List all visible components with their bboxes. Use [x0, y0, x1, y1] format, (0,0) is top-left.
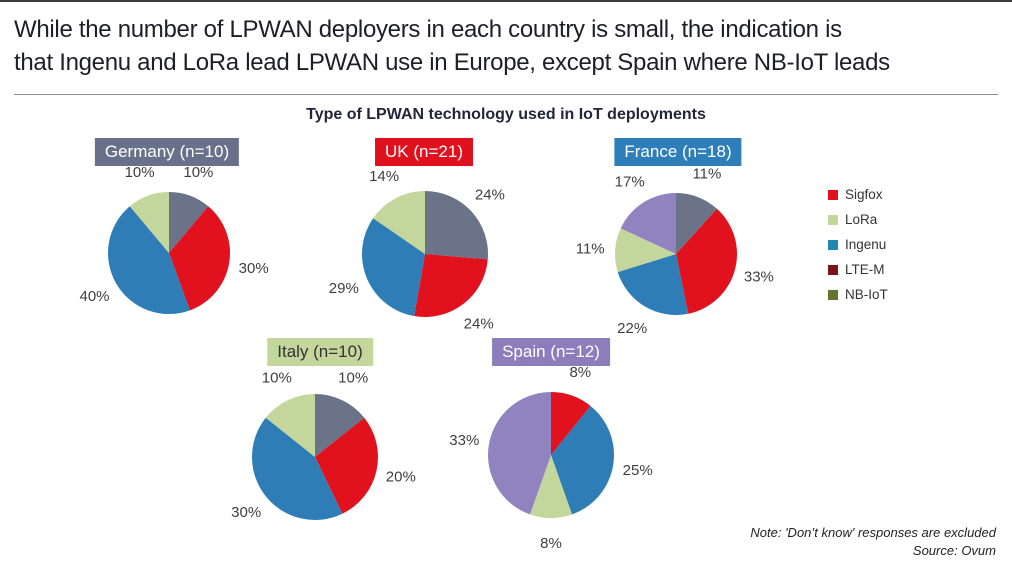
slice-spain-sigfox — [551, 392, 591, 455]
legend-swatch-icon — [828, 239, 838, 250]
slice-value-label: 17% — [615, 174, 645, 191]
pie-france: 11% 33% 22% 11% 17% — [576, 166, 774, 337]
legend-swatch-icon — [828, 264, 838, 275]
legend-item-lora: LoRa — [828, 207, 888, 232]
slice-italy-lora — [265, 394, 315, 457]
slice-value-label: 29% — [329, 280, 359, 297]
country-label-france: France (n=18) — [614, 138, 742, 166]
slice-value-label: 11% — [692, 166, 721, 183]
slice-uk-lte-m — [425, 191, 489, 260]
legend-item-lte-m: LTE-M — [828, 257, 888, 282]
slice-value-label: 30% — [239, 260, 269, 277]
slice-value-label: 10% — [183, 164, 213, 181]
slice-spain-nb-iot — [488, 392, 551, 515]
pie-spain: 8% 25% 8% 33% — [449, 364, 653, 552]
slice-spain-ingenu — [551, 405, 615, 515]
slice-value-label: 40% — [79, 288, 109, 305]
slice-spain-lora — [530, 455, 572, 518]
slice-france-lte-m — [676, 193, 717, 254]
slice-value-label: 8% — [540, 535, 562, 552]
legend-label: LTE-M — [845, 262, 885, 277]
slice-germany-ingenu — [108, 206, 190, 314]
slice-value-label: 14% — [369, 168, 399, 185]
slice-france-lora — [615, 228, 676, 273]
slice-uk-ingenu — [361, 218, 425, 317]
pie-uk: 24% 24% 29% 14% — [329, 168, 505, 333]
chart-title: Type of LPWAN technology used in IoT dep… — [306, 106, 706, 123]
title-line-2: that Ingenu and LoRa lead LPWAN use in E… — [14, 49, 890, 76]
legend: Sigfox LoRa Ingenu LTE-M NB-IoT — [828, 182, 888, 307]
slice-value-label: 20% — [386, 469, 416, 486]
slice-france-nb-iot — [620, 193, 676, 254]
slice-value-label: 33% — [744, 269, 774, 286]
slice-value-label: 11% — [576, 240, 605, 257]
legend-swatch-icon — [828, 289, 838, 300]
page-title: While the number of LPWAN deployers in e… — [14, 13, 1000, 79]
pie-italy: 10% 20% 30% 10% — [231, 370, 416, 521]
slice-germany-sigfox — [169, 206, 230, 311]
legend-label: NB-IoT — [845, 287, 888, 302]
country-label-spain: Spain (n=12) — [492, 338, 610, 366]
slice-france-ingenu — [617, 254, 689, 316]
slice-value-label: 30% — [231, 504, 261, 521]
slice-value-label: 10% — [262, 370, 292, 387]
legend-item-sigfox: Sigfox — [828, 182, 888, 207]
slice-value-label: 25% — [623, 462, 653, 479]
slice-value-label: 24% — [475, 187, 505, 204]
slice-france-sigfox — [676, 208, 738, 314]
country-label-uk: UK (n=21) — [375, 138, 473, 166]
slice-value-label: 24% — [464, 316, 494, 333]
slice-value-label: 22% — [617, 320, 647, 337]
legend-swatch-icon — [828, 189, 838, 200]
slice-germany-lte-m — [169, 192, 209, 253]
legend-item-nb-iot: NB-IoT — [828, 282, 888, 307]
title-line-1: While the number of LPWAN deployers in e… — [14, 16, 842, 43]
slice-value-label: 8% — [569, 364, 591, 381]
slice-uk-lora — [373, 191, 425, 254]
slice-value-label: 10% — [125, 164, 155, 181]
slice-uk-sigfox — [414, 254, 488, 317]
slice-italy-ingenu — [251, 417, 343, 520]
slice-value-label: 33% — [449, 432, 479, 449]
pie-germany: 10% 30% 40% 10% — [79, 164, 269, 314]
legend-item-ingenu: Ingenu — [828, 232, 888, 257]
legend-label: Ingenu — [845, 237, 887, 252]
source-text: Source: Ovum — [912, 543, 996, 558]
legend-label: Sigfox — [845, 187, 883, 202]
slice-italy-sigfox — [315, 417, 379, 514]
country-label-germany: Germany (n=10) — [94, 138, 240, 166]
note-text: Note: 'Don’t know' responses are exclude… — [750, 525, 996, 540]
legend-label: LoRa — [845, 212, 878, 227]
country-label-italy: Italy (n=10) — [267, 338, 373, 366]
legend-swatch-icon — [828, 214, 838, 225]
title-divider — [14, 94, 998, 95]
slice-germany-lora — [129, 192, 169, 253]
slice-value-label: 10% — [338, 370, 368, 387]
slice-italy-lte-m — [315, 394, 365, 457]
